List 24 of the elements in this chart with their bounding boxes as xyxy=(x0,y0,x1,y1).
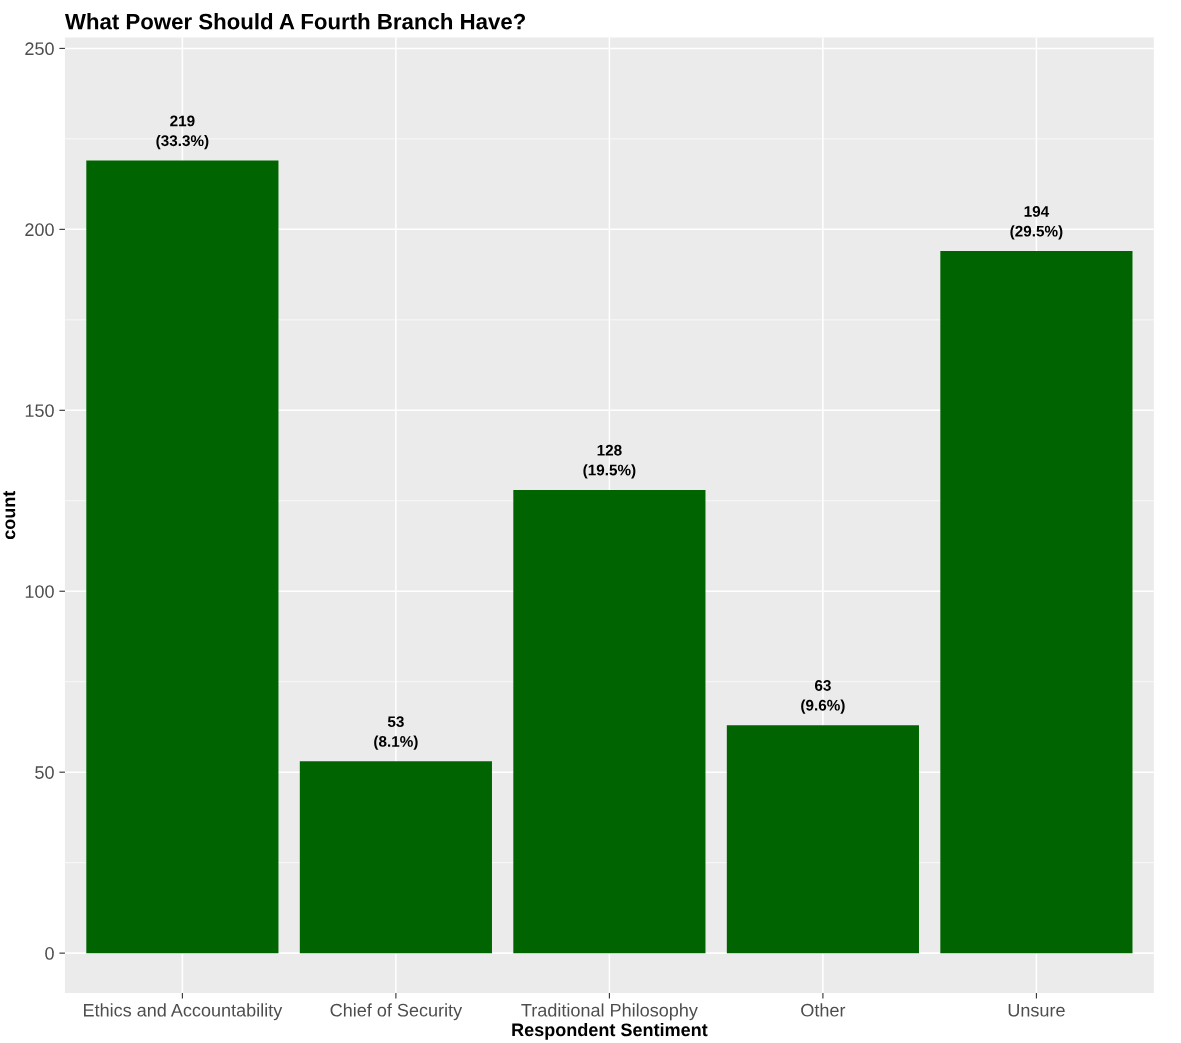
data-label: 194 (29.5%) xyxy=(1010,205,1063,240)
y-tick-label: 100 xyxy=(25,585,54,598)
y-tick-label: 250 xyxy=(25,42,54,56)
y-tick-label: 200 xyxy=(25,223,54,237)
y-axis-title: count xyxy=(3,490,16,540)
x-tick-label: Ethics and Accountability xyxy=(84,1003,283,1021)
data-label: 219 (33.3%) xyxy=(156,115,209,150)
bar xyxy=(726,725,919,954)
y-tick-label: 50 xyxy=(35,766,54,779)
chart-title: What Power Should A Fourth Branch Have? xyxy=(64,13,525,30)
x-tick-label: Unsure xyxy=(1008,1004,1065,1017)
bar xyxy=(299,761,492,954)
data-label: 128 (19.5%) xyxy=(583,444,636,479)
y-tick-label: 0 xyxy=(45,947,54,960)
x-tick-label: Other xyxy=(801,1003,846,1017)
data-label: 63 (9.6%) xyxy=(801,680,845,714)
y-tick-label: 150 xyxy=(25,404,54,418)
bar xyxy=(513,489,706,954)
x-tick-label: Traditional Philosophy xyxy=(521,1003,698,1021)
bar xyxy=(86,160,279,954)
data-label: 53 (8.1%) xyxy=(374,716,418,750)
bar xyxy=(940,251,1133,954)
x-axis-title: Respondent Sentiment xyxy=(512,1022,708,1040)
x-tick-label: Chief of Security xyxy=(330,1003,463,1021)
